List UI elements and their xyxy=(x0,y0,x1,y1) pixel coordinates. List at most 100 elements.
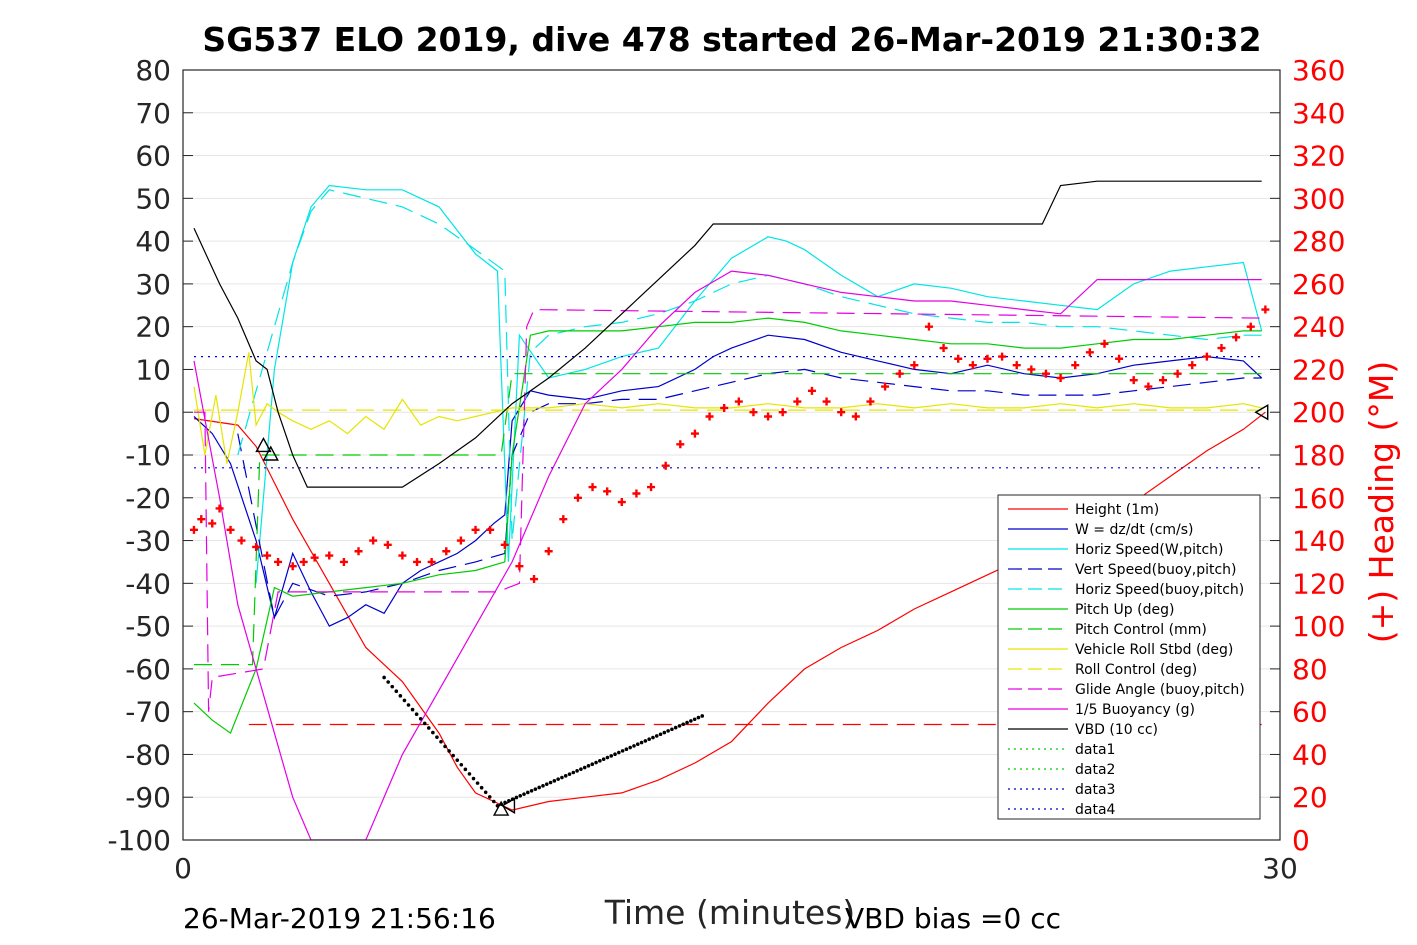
heading-point xyxy=(822,397,831,406)
legend-label: data4 xyxy=(1075,802,1116,818)
height-sample-dot xyxy=(651,735,655,740)
heading-point xyxy=(1173,369,1182,378)
y-tick-label-left: 70 xyxy=(135,97,171,130)
height-sample-dot xyxy=(643,739,648,743)
height-sample-dot xyxy=(613,752,617,757)
height-sample-dot xyxy=(463,767,468,772)
height-sample-dot xyxy=(439,739,443,744)
heading-point xyxy=(486,525,495,534)
height-sample-dot xyxy=(624,747,629,752)
height-sample-dot xyxy=(689,719,693,723)
height-sample-dot xyxy=(628,745,632,750)
series-glide xyxy=(194,308,1262,712)
height-sample-dot xyxy=(662,730,667,735)
height-sample-dot xyxy=(654,734,659,738)
triangle-marker xyxy=(492,800,510,816)
triangle-marker xyxy=(262,445,279,461)
heading-point xyxy=(299,557,308,566)
height-sample-dot xyxy=(609,754,614,758)
footer-timestamp: 26-Mar-2019 21:56:16 xyxy=(183,902,496,935)
y-tick-label-right: 280 xyxy=(1292,225,1345,258)
height-sample-dot xyxy=(459,762,464,767)
y-tick-label-left: -20 xyxy=(125,482,171,515)
triangle-left-marker xyxy=(501,797,516,814)
height-sample-dot xyxy=(451,753,455,758)
heading-point xyxy=(1261,305,1270,314)
height-sample-dot xyxy=(677,724,682,728)
heading-point xyxy=(749,408,758,417)
heading-point xyxy=(924,322,933,331)
y-tick-label-right: 220 xyxy=(1292,353,1345,386)
heading-point xyxy=(1012,361,1021,370)
y-tick-label-right: 0 xyxy=(1292,824,1310,857)
heading-point xyxy=(274,557,283,566)
y-tick-label-left: -40 xyxy=(125,567,171,600)
height-sample-dot xyxy=(632,744,636,748)
y-tick-label-left: 50 xyxy=(135,182,171,215)
heading-point xyxy=(661,461,670,470)
heading-point xyxy=(1202,352,1211,361)
heading-point xyxy=(252,542,261,551)
legend-label: W = dz/dt (cm/s) xyxy=(1075,522,1194,538)
tick-layer: 80706050403020100-10-20-30-40-50-60-70-8… xyxy=(107,54,1345,885)
y-tick-label-left: 80 xyxy=(135,54,171,87)
heading-point xyxy=(1158,376,1167,385)
height-sample-dot xyxy=(471,776,476,781)
heading-point xyxy=(764,412,773,421)
height-sample-dot xyxy=(673,725,678,730)
height-sample-dot xyxy=(700,714,705,718)
y-tick-label-right: 60 xyxy=(1292,696,1328,729)
height-sample-dot xyxy=(514,795,519,800)
heading-point xyxy=(500,540,509,549)
series-w xyxy=(193,334,1263,627)
height-sample-dot xyxy=(556,777,560,781)
heading-point xyxy=(471,525,480,534)
heading-point xyxy=(515,562,524,571)
heading-point xyxy=(793,397,802,406)
height-sample-dot xyxy=(443,744,447,749)
heading-point xyxy=(369,536,378,545)
triangle-left-marker xyxy=(1254,404,1269,421)
heading-point xyxy=(310,553,319,562)
height-sample-dot xyxy=(681,722,686,727)
heading-point xyxy=(690,429,699,438)
height-sample-dot xyxy=(431,730,435,735)
height-sample-dot xyxy=(552,779,557,783)
y-tick-label-left: 30 xyxy=(135,268,171,301)
heading-point xyxy=(197,515,206,524)
legend-label: VBD (10 cc) xyxy=(1075,722,1158,738)
height-sample-dot xyxy=(601,757,606,761)
legend-label: Horiz Speed(buoy,pitch) xyxy=(1075,582,1244,598)
heading-point xyxy=(530,575,539,584)
heading-point xyxy=(1056,374,1065,382)
heading-point xyxy=(1246,322,1255,331)
y-tick-label-left: -10 xyxy=(125,439,171,472)
height-sample-dot xyxy=(647,737,651,742)
height-sample-dot xyxy=(487,795,492,799)
heading-point xyxy=(189,525,198,534)
heading-point xyxy=(208,519,217,528)
y-tick-label-right: 360 xyxy=(1292,54,1345,87)
height-sample-dot xyxy=(398,694,403,698)
y-tick-label-left: 0 xyxy=(153,396,171,429)
y-tick-label-right: 260 xyxy=(1292,268,1345,301)
heading-point xyxy=(1129,376,1138,385)
chart-title: SG537 ELO 2019, dive 478 started 26-Mar-… xyxy=(202,20,1261,59)
height-sample-dot xyxy=(435,735,439,739)
height-sample-dot xyxy=(518,793,523,798)
heading-point xyxy=(632,489,641,498)
height-sample-dot xyxy=(617,750,621,755)
legend-label: data3 xyxy=(1075,782,1115,798)
height-sample-dot xyxy=(567,772,572,776)
height-sample-dot xyxy=(563,774,568,778)
height-sample-dot xyxy=(410,707,415,712)
height-sample-dot xyxy=(529,789,534,793)
legend-label: Roll Control (deg) xyxy=(1075,662,1197,678)
heading-point xyxy=(413,557,422,566)
heading-point xyxy=(647,483,656,492)
y-tick-label-left: -80 xyxy=(125,738,171,771)
legend-label: Pitch Control (mm) xyxy=(1075,622,1207,638)
height-sample-dot xyxy=(560,775,564,780)
height-sample-dot xyxy=(639,740,644,745)
